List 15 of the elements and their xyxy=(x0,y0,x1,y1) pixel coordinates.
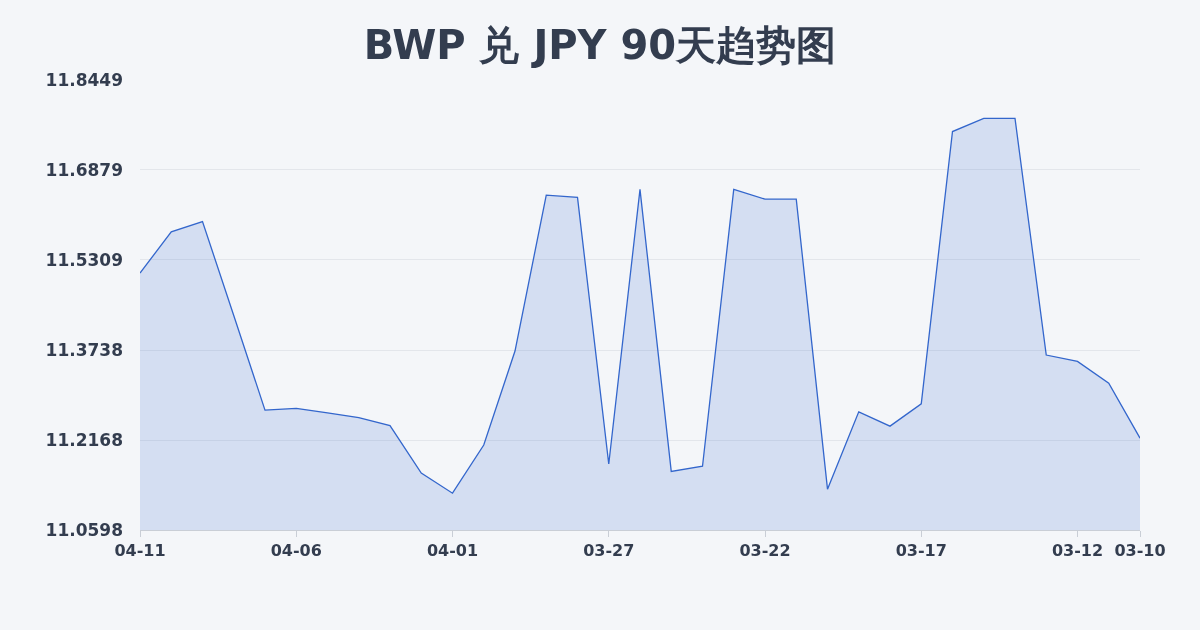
x-tick-label: 03-22 xyxy=(739,541,791,561)
y-tick-label: 11.8449 xyxy=(45,69,123,90)
x-tick-label: 04-11 xyxy=(114,541,166,561)
y-tick-label: 11.3738 xyxy=(45,339,123,360)
x-tick-label: 03-17 xyxy=(895,541,947,561)
chart-title: BWP 兑 JPY 90天趋势图 xyxy=(363,22,837,68)
x-tick-label: 03-12 xyxy=(1051,541,1104,561)
x-tick-label: 04-01 xyxy=(426,541,479,561)
y-tick-label: 11.2168 xyxy=(45,429,123,450)
x-tick-label: 03-27 xyxy=(583,541,635,561)
y-tick-label: 11.0598 xyxy=(45,519,123,540)
x-tick-label: 04-06 xyxy=(270,541,322,561)
y-tick-label: 11.6879 xyxy=(45,159,123,180)
y-tick-label: 11.5309 xyxy=(45,249,123,270)
x-tick-label: 03-10 xyxy=(1114,541,1166,561)
